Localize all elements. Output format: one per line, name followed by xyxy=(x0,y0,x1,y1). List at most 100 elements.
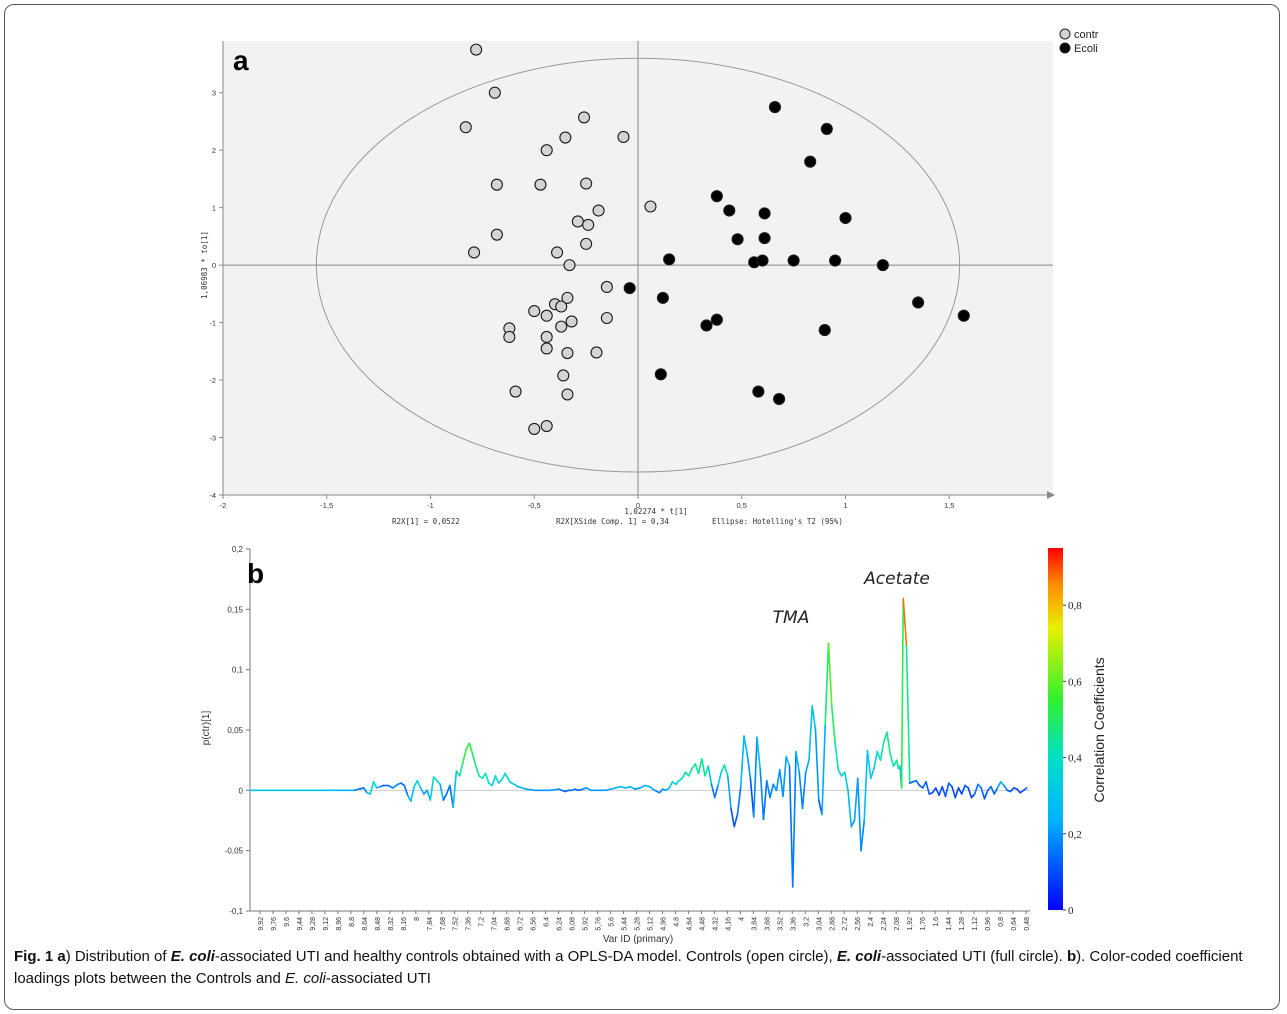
colorbar-tick-label: 0,6 xyxy=(1068,676,1082,688)
point-contr xyxy=(644,200,657,213)
point-ecoli xyxy=(818,324,831,337)
loading-segment xyxy=(866,749,872,780)
point-contr xyxy=(600,280,613,294)
loading-segment xyxy=(756,736,762,771)
loading-segment xyxy=(736,785,742,816)
loading-segment xyxy=(707,765,713,786)
loading-segment xyxy=(687,767,693,777)
panel-letter-b: b xyxy=(247,558,264,589)
loading-segment xyxy=(458,761,464,777)
x-tick-label-b: 7,04 xyxy=(492,917,499,931)
colorbar: 0 0,2 0,4 0,6 0,8 xyxy=(1048,548,1082,917)
point-contr xyxy=(617,130,630,144)
point-ecoli xyxy=(912,296,925,309)
x-tick-label-b: 8,64 xyxy=(362,917,369,931)
x-tick-label-b: 5,44 xyxy=(622,917,629,931)
point-ecoli xyxy=(758,207,771,220)
x-tick-label-b: 2,56 xyxy=(855,917,862,931)
point-contr xyxy=(555,320,568,333)
point-contr xyxy=(490,178,503,191)
loading-segment xyxy=(369,781,375,795)
point-contr xyxy=(534,178,547,191)
point-ecoli xyxy=(710,190,723,203)
loading-segment xyxy=(879,741,885,761)
x-tick-label-b: 9,12 xyxy=(323,917,330,931)
legend-marker-contr xyxy=(1059,28,1071,40)
x-tick-label-b: 2,4 xyxy=(868,917,875,927)
x-axis-label-a: 1,02274 * t[1] xyxy=(624,507,687,516)
loading-segment xyxy=(967,787,973,799)
x-tick-label-b: 9,44 xyxy=(297,917,304,931)
loading-segment xyxy=(353,788,360,792)
loading-segment xyxy=(827,642,833,707)
y-tick-label-b: 0,2 xyxy=(232,545,244,554)
point-contr xyxy=(561,291,574,304)
loading-segment xyxy=(905,644,911,784)
x-tick-label-b: 9,28 xyxy=(310,917,317,931)
loading-segment xyxy=(782,755,788,798)
point-ecoli xyxy=(731,233,744,246)
x-tick-label-b: 2,72 xyxy=(842,917,849,931)
x-tick-label-b: 9,6 xyxy=(284,917,291,927)
y-tick-label-b: 0 xyxy=(239,786,244,795)
x-tick-label-b: 4,96 xyxy=(660,917,667,931)
x-tick-label-b: 1,92 xyxy=(907,917,914,931)
point-ecoli xyxy=(758,232,771,245)
y-tick-label-b: 0,15 xyxy=(227,605,243,614)
x-tick-label-b: 9,76 xyxy=(271,917,278,931)
loading-segment xyxy=(720,764,726,774)
loading-segment xyxy=(769,783,775,799)
point-contr xyxy=(577,111,591,124)
loading-segment xyxy=(410,785,415,802)
loading-segment xyxy=(804,759,810,774)
loading-segment xyxy=(700,758,706,777)
point-ecoli xyxy=(700,319,713,332)
point-ecoli xyxy=(876,259,889,272)
x-tick-label-b: 8,48 xyxy=(375,917,382,931)
x-tick-label-b: 4,48 xyxy=(699,917,706,931)
loading-segment xyxy=(694,762,700,775)
x-tick-label-b: 6,56 xyxy=(531,917,538,931)
loading-segment xyxy=(743,735,749,755)
loading-segment xyxy=(954,787,960,799)
loading-segment xyxy=(980,787,986,800)
point-contr xyxy=(590,346,603,359)
x-tick-label-b: 2,24 xyxy=(881,917,888,931)
x-tick-label-a: 0 xyxy=(636,501,640,510)
loading-segment xyxy=(653,789,661,794)
loading-segment xyxy=(941,785,947,798)
loading-segment xyxy=(619,785,627,789)
x-tick-label-a: -2 xyxy=(220,501,227,510)
point-ecoli xyxy=(654,368,667,381)
y-tick-label-a: -2 xyxy=(209,376,216,385)
x-tick-label-a: 1,5 xyxy=(944,501,954,510)
loading-segment xyxy=(429,776,435,801)
point-contr xyxy=(528,305,541,318)
point-contr xyxy=(559,131,572,144)
point-contr xyxy=(557,369,570,382)
loading-segment xyxy=(416,779,422,789)
loading-segment xyxy=(730,807,736,828)
loading-segment xyxy=(509,781,519,788)
point-contr xyxy=(561,347,574,360)
y-tick-label-a: -3 xyxy=(209,434,216,443)
point-ecoli xyxy=(839,211,852,225)
loading-segment xyxy=(843,771,849,792)
x-tick-label-a: -1,5 xyxy=(320,501,333,510)
loading-segment xyxy=(585,787,593,792)
axes-b: -0,1 -0,05 0 0,05 0,1 0,15 0,2 9,92 9,76 9,6 9,44 9… xyxy=(225,545,1031,931)
loading-segment xyxy=(1009,787,1015,793)
point-contr xyxy=(540,144,553,157)
colorbar-tick-label: 0 xyxy=(1068,905,1074,917)
point-ecoli xyxy=(752,385,765,398)
y-tick-label-b: -0,1 xyxy=(229,907,243,916)
loading-segment xyxy=(951,785,957,799)
point-contr xyxy=(528,422,541,435)
loading-segment xyxy=(869,767,875,780)
y-tick-label-a: 3 xyxy=(212,89,216,98)
loading-segment xyxy=(658,788,664,794)
x-tick-label-b: 8 xyxy=(414,917,421,921)
caption-text-3: -associated UTI (full circle). xyxy=(881,948,1067,965)
loading-segment xyxy=(993,787,999,795)
